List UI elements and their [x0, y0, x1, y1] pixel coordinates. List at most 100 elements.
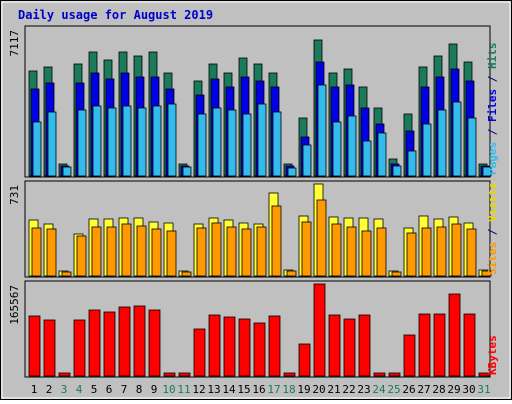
x-tick-label-28: 28 [432, 383, 445, 396]
x-tick-label-27: 27 [417, 383, 430, 396]
bar-kbytes-day-12 [193, 328, 206, 377]
x-tick-label-10: 10 [162, 383, 175, 396]
bar-pages-day-30 [467, 117, 477, 177]
legend-panel2-part-2: Visits [486, 182, 499, 222]
bar-pages-day-28 [437, 109, 447, 177]
x-tick-label-8: 8 [136, 383, 143, 396]
bar-kbytes-day-28 [433, 313, 446, 377]
bar-sites-day-30 [466, 228, 477, 277]
bar-pages-day-15 [242, 113, 252, 177]
bar-kbytes-day-26 [403, 334, 416, 377]
bar-pages-day-1 [32, 121, 42, 177]
x-tick-label-18: 18 [282, 383, 295, 396]
panel-visits-bars [28, 183, 492, 277]
bar-sites-day-3 [61, 271, 72, 277]
bar-sites-day-20 [316, 199, 327, 277]
bar-pages-day-21 [332, 121, 342, 177]
x-tick-label-9: 9 [151, 383, 158, 396]
bar-sites-day-23 [361, 230, 372, 277]
bar-sites-day-26 [406, 232, 417, 277]
bar-kbytes-day-8 [133, 305, 146, 377]
bar-sites-day-9 [151, 228, 162, 277]
bar-kbytes-day-18 [283, 372, 296, 377]
bar-sites-day-15 [241, 228, 252, 277]
bar-kbytes-day-3 [58, 372, 71, 377]
bar-kbytes-day-6 [103, 311, 116, 377]
bar-pages-day-24 [377, 132, 387, 177]
panel-usage-max-label: 7117 [8, 30, 21, 57]
x-tick-label-21: 21 [327, 383, 340, 396]
bar-sites-day-14 [226, 226, 237, 277]
bar-pages-day-22 [347, 115, 357, 177]
bar-kbytes-day-30 [463, 313, 476, 377]
bar-kbytes-day-14 [223, 316, 236, 377]
legend-panel2-part-0: Sites [486, 242, 499, 275]
bar-pages-day-4 [77, 109, 87, 177]
bar-sites-day-4 [76, 235, 87, 277]
panel-usage-bars [28, 39, 492, 177]
bar-sites-day-22 [346, 226, 357, 277]
x-tick-label-24: 24 [372, 383, 386, 396]
bar-kbytes-day-23 [358, 314, 371, 377]
bar-kbytes-day-31 [478, 372, 491, 377]
bar-kbytes-day-29 [448, 293, 461, 377]
x-tick-label-31: 31 [477, 383, 490, 396]
legend-panel2-part-1: / [486, 222, 499, 242]
panel-visits-max-label: 731 [8, 185, 21, 205]
bar-pages-day-16 [257, 103, 267, 177]
bar-sites-day-13 [211, 222, 222, 277]
x-tick-label-16: 16 [252, 383, 265, 396]
x-tick-label-19: 19 [297, 383, 310, 396]
x-tick-label-29: 29 [447, 383, 460, 396]
bar-pages-day-31 [482, 166, 492, 177]
bar-sites-day-2 [46, 228, 57, 277]
x-tick-label-3: 3 [61, 383, 68, 396]
x-tick-label-30: 30 [462, 383, 475, 396]
chart-title: Daily usage for August 2019 [18, 8, 213, 22]
bar-pages-day-18 [287, 167, 297, 177]
bar-kbytes-day-1 [28, 315, 41, 377]
x-tick-label-1: 1 [31, 383, 38, 396]
bar-pages-day-26 [407, 150, 417, 177]
bar-sites-day-10 [166, 230, 177, 277]
x-tick-label-14: 14 [222, 383, 236, 396]
bar-pages-day-17 [272, 111, 282, 177]
bar-kbytes-day-20 [313, 283, 326, 377]
bar-sites-day-17 [271, 205, 282, 277]
legend-panel1-part-1: / [486, 122, 499, 142]
bar-pages-day-3 [62, 166, 72, 177]
bar-sites-day-29 [451, 223, 462, 277]
x-tick-label-23: 23 [357, 383, 370, 396]
x-tick-label-22: 22 [342, 383, 355, 396]
panel-visits: 731 Sites / Visits [8, 180, 499, 278]
bar-kbytes-day-24 [373, 372, 386, 377]
bar-pages-day-14 [227, 109, 237, 177]
bar-sites-day-31 [481, 270, 492, 277]
bar-sites-day-25 [391, 271, 402, 277]
bar-kbytes-day-16 [253, 322, 266, 377]
x-tick-label-17: 17 [267, 383, 280, 396]
panel-kbytes-max-label: 165567 [8, 285, 21, 325]
bar-sites-day-24 [376, 227, 387, 277]
bar-kbytes-day-10 [163, 372, 176, 377]
bar-pages-day-8 [137, 107, 147, 177]
panel-kbytes-bars [28, 283, 491, 377]
x-tick-label-26: 26 [402, 383, 415, 396]
bar-pages-day-9 [152, 105, 162, 177]
x-tick-label-15: 15 [237, 383, 250, 396]
bar-sites-day-6 [106, 226, 117, 277]
bar-kbytes-day-25 [388, 372, 401, 377]
panel-usage-legend: Pages / Files / Hits [486, 43, 499, 176]
legend-panel1-part-0: Pages [486, 142, 499, 175]
x-tick-label-13: 13 [207, 383, 220, 396]
bar-pages-day-20 [317, 84, 327, 177]
bar-sites-day-28 [436, 226, 447, 277]
bar-sites-day-18 [286, 270, 297, 277]
bar-pages-day-25 [392, 165, 402, 177]
bar-kbytes-day-17 [268, 315, 281, 377]
legend-panel1-part-3: / [486, 69, 499, 89]
bar-sites-day-7 [121, 223, 132, 277]
bar-kbytes-day-13 [208, 314, 221, 377]
legend-panel1-part-2: Files [486, 89, 499, 122]
bar-pages-day-19 [302, 144, 312, 177]
